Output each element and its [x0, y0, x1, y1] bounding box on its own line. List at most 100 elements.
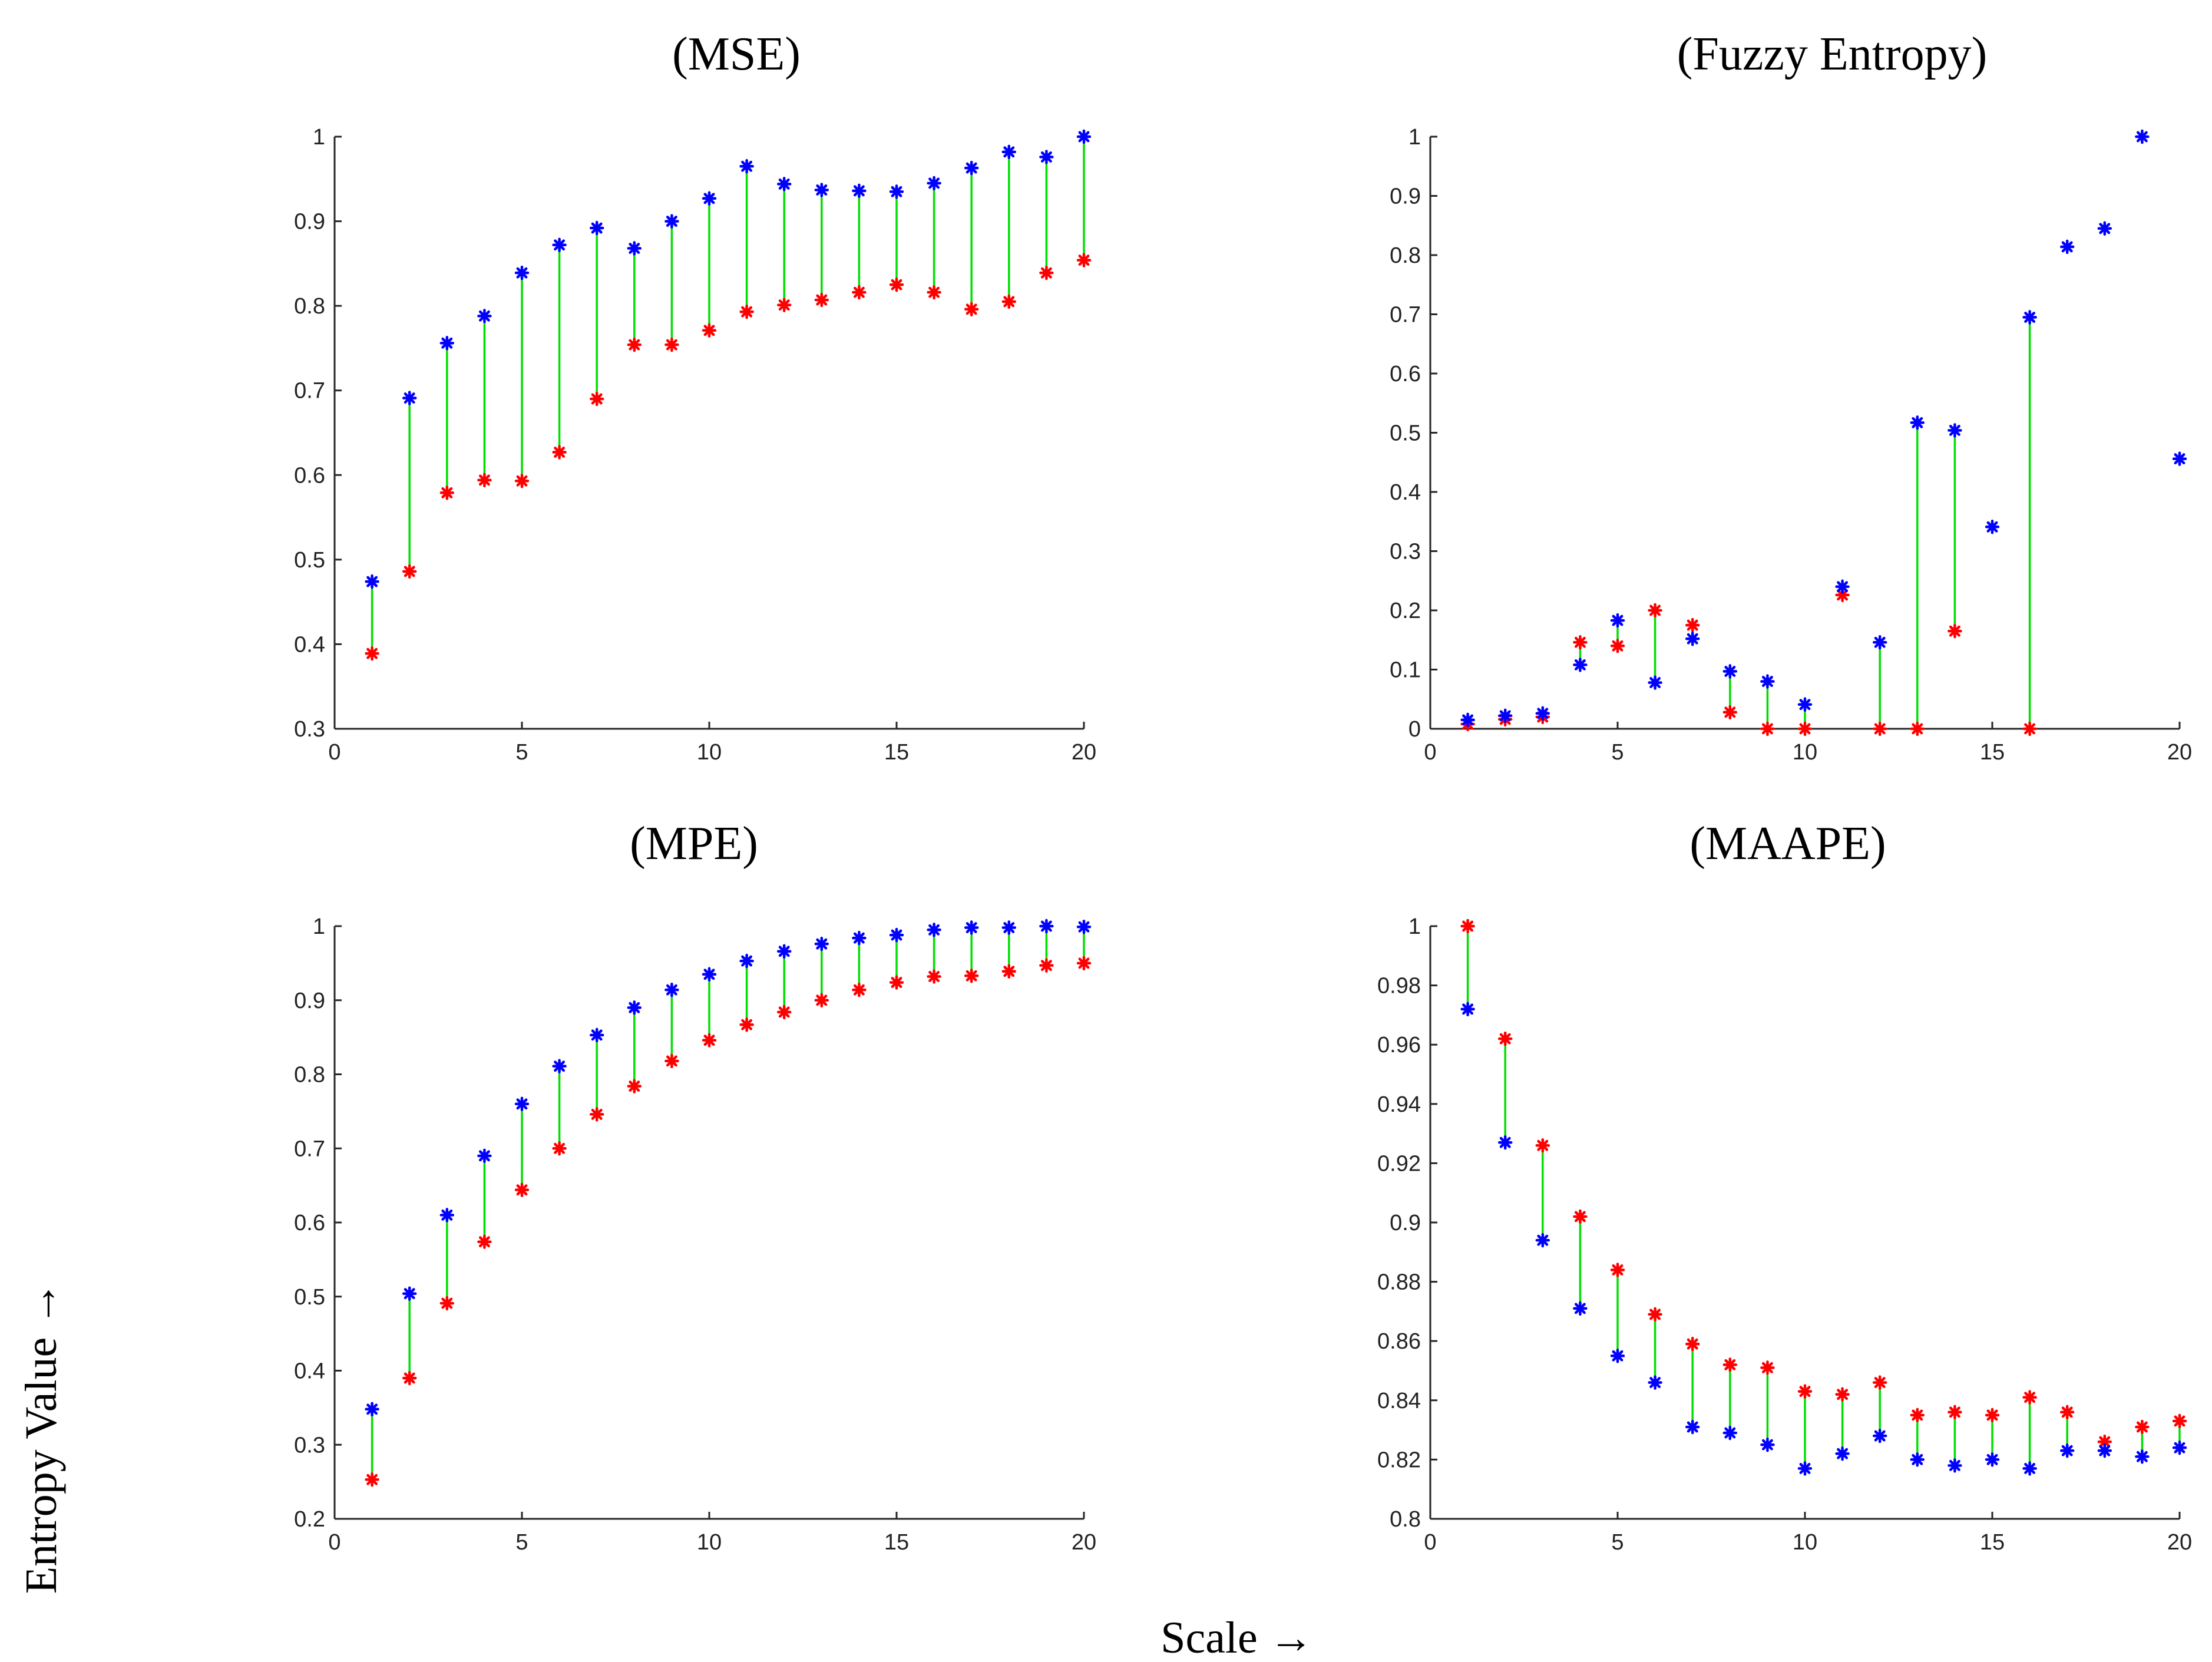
- blue-point: [1460, 712, 1475, 728]
- x-tick-label: 10: [1793, 1530, 1817, 1555]
- y-tick-label: 0.98: [1377, 974, 1421, 999]
- blue-point: [402, 1286, 417, 1301]
- y-tick-label: 0.4: [294, 632, 325, 657]
- red-point: [589, 1107, 604, 1122]
- blue-point: [702, 191, 717, 206]
- y-tick-label: 0.6: [1390, 362, 1421, 386]
- red-point: [1001, 964, 1017, 979]
- red-point: [1985, 1407, 2000, 1423]
- x-tick-label: 5: [515, 1530, 528, 1555]
- x-tick-label: 20: [1072, 740, 1096, 765]
- red-point: [2022, 1390, 2037, 1405]
- blue-point: [852, 183, 867, 199]
- blue-point: [776, 177, 792, 191]
- x-tick-label: 10: [697, 740, 722, 765]
- red-point: [1076, 956, 1092, 971]
- red-point: [664, 337, 679, 352]
- red-point: [1722, 1357, 1738, 1372]
- blue-point: [1985, 520, 2000, 534]
- red-point: [1685, 617, 1700, 633]
- x-tick-label: 5: [1611, 740, 1624, 765]
- blue-point: [439, 1208, 455, 1222]
- red-point: [2097, 1434, 2112, 1449]
- red-point: [1948, 623, 1962, 639]
- blue-point: [1835, 1446, 1850, 1461]
- red-point: [1460, 918, 1475, 934]
- blue-point: [1835, 579, 1850, 594]
- y-tick-label: 1: [1408, 125, 1421, 150]
- x-tick-label: 10: [697, 1530, 722, 1555]
- red-point: [1573, 1209, 1588, 1224]
- blue-point: [1760, 1438, 1775, 1452]
- red-point: [1610, 639, 1625, 653]
- blue-point: [776, 944, 792, 959]
- y-tick-label: 1: [1408, 914, 1421, 939]
- y-tick-label: 0.8: [1390, 243, 1421, 268]
- x-tick-label: 0: [328, 1530, 340, 1555]
- red-point: [1039, 958, 1054, 973]
- blue-point: [1535, 1233, 1550, 1248]
- y-tick-label: 0.7: [294, 379, 325, 404]
- red-point: [627, 1079, 642, 1093]
- y-tick-label: 0.82: [1377, 1448, 1421, 1472]
- blue-point: [964, 920, 979, 935]
- blue-point: [1648, 675, 1662, 690]
- red-point: [1610, 1263, 1625, 1277]
- blue-point: [889, 184, 904, 199]
- blue-point: [589, 220, 604, 236]
- red-point: [402, 1370, 417, 1386]
- x-tick-label: 20: [1072, 1530, 1096, 1555]
- red-point: [365, 646, 379, 661]
- blue-point: [889, 927, 904, 943]
- red-point: [1872, 1375, 1887, 1390]
- blue-point: [552, 237, 567, 253]
- red-point: [2022, 721, 2037, 736]
- x-tick-label: 15: [884, 740, 909, 765]
- y-tick-label: 0.3: [294, 1433, 325, 1458]
- blue-point: [739, 159, 754, 174]
- panel-title: (MAAPE): [1689, 818, 1886, 870]
- red-point: [814, 292, 829, 308]
- red-point: [852, 285, 867, 300]
- y-tick-label: 0.5: [1390, 421, 1421, 446]
- red-point: [776, 298, 792, 312]
- x-tick-label: 15: [884, 1530, 909, 1555]
- blue-point: [2135, 1449, 2150, 1464]
- y-tick-label: 0.5: [294, 1285, 325, 1310]
- blue-point: [1648, 1375, 1662, 1390]
- y-tick-label: 0: [1408, 717, 1421, 742]
- y-tick-label: 0.9: [294, 210, 325, 234]
- red-point: [1497, 1031, 1513, 1046]
- red-point: [1835, 1387, 1850, 1402]
- blue-point: [1985, 1452, 2000, 1467]
- y-tick-label: 0.8: [1390, 1507, 1421, 1532]
- blue-point: [1610, 1349, 1625, 1363]
- red-point: [1573, 635, 1588, 650]
- red-point: [1722, 705, 1738, 720]
- red-point: [1760, 1360, 1775, 1375]
- blue-point: [2022, 310, 2037, 325]
- red-point: [477, 1234, 492, 1249]
- blue-point: [1039, 150, 1054, 164]
- blue-point: [927, 923, 941, 937]
- blue-point: [1497, 1135, 1513, 1150]
- red-point: [1685, 1336, 1700, 1352]
- blue-point: [739, 953, 754, 969]
- blue-point: [2059, 239, 2075, 255]
- blue-point: [814, 183, 829, 197]
- blue-point: [1573, 657, 1588, 672]
- blue-point: [477, 1148, 492, 1164]
- blue-point: [1039, 918, 1054, 934]
- blue-point: [2097, 1443, 2112, 1458]
- y-tick-label: 0.92: [1377, 1151, 1421, 1176]
- red-point: [702, 323, 717, 338]
- x-tick-label: 15: [1980, 1530, 2005, 1555]
- y-tick-label: 0.9: [294, 989, 325, 1013]
- red-point: [1910, 1407, 1925, 1423]
- x-axis-label: Scale →: [1160, 1613, 1314, 1662]
- blue-point: [1910, 415, 1925, 430]
- blue-point: [1573, 1301, 1588, 1316]
- blue-point: [439, 336, 455, 351]
- y-tick-label: 0.9: [1390, 1211, 1421, 1235]
